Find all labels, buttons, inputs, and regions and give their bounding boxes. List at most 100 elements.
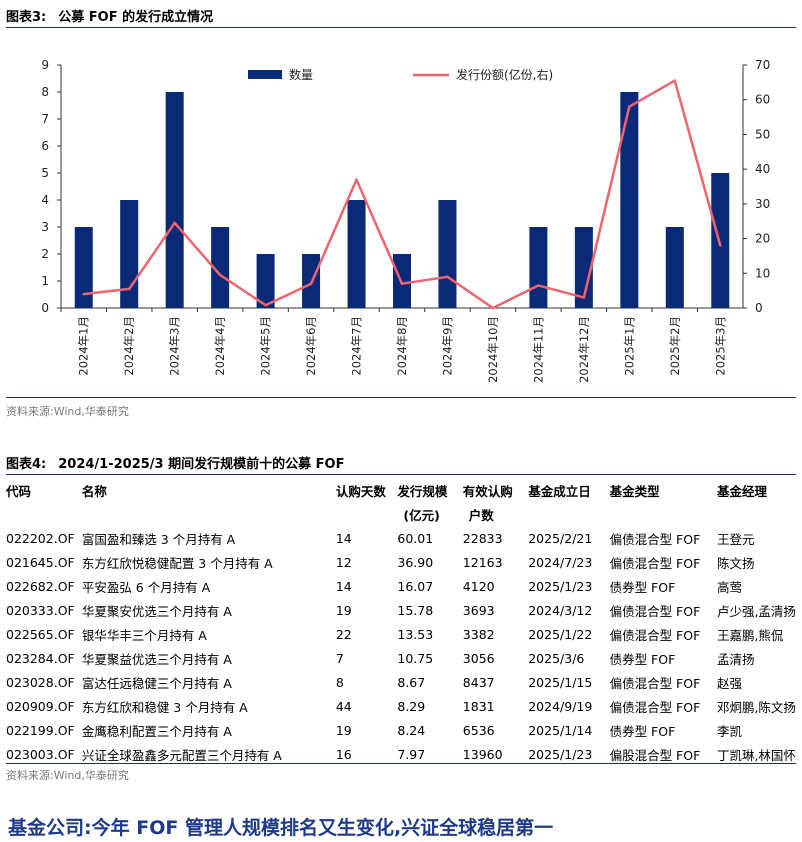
x-tick-label: 2024年9月 <box>440 316 454 376</box>
cell-name: 富国盈和臻选 3 个月持有 A <box>81 531 236 547</box>
line-point <box>355 178 358 181</box>
cell-days: 14 <box>335 578 352 594</box>
right-tick-label: 30 <box>755 197 770 211</box>
cell-code: 020333.OF <box>6 602 75 618</box>
cell-manager: 邓炯鹏,陈文扬 <box>716 699 796 715</box>
cell-days: 22 <box>335 626 352 642</box>
cell-type: 偏股混合型 FOF <box>609 747 701 763</box>
table-row: 022199.OF 金鹰稳利配置三个月持有 A 19 8.24 6536 2025/1/1… <box>6 718 796 742</box>
cell-inception: 2025/1/22 <box>528 626 593 642</box>
col-header-days: 认购天数 <box>335 483 386 499</box>
x-tick-label: 2024年1月 <box>77 316 91 376</box>
cell-type: 债券型 FOF <box>609 651 676 667</box>
bar <box>211 227 230 308</box>
legend-line-label: 发行份额(亿份,右) <box>456 67 553 82</box>
bar <box>574 227 593 308</box>
bar <box>74 227 93 308</box>
cell-subscribers: 22833 <box>462 530 503 546</box>
cell-days: 14 <box>335 530 352 546</box>
cell-manager: 高莺 <box>716 579 742 595</box>
cell-type: 偏债混合型 FOF <box>609 627 701 643</box>
left-tick-label: 9 <box>41 58 49 72</box>
fof-issuance-chart: 0 1 2 3 4 5 6 7 8 9 0 10 20 30 40 50 60 70 2024年1月 2024年2月 2… <box>41 58 770 383</box>
legend-bar-swatch <box>248 70 282 79</box>
cell-type: 债券型 FOF <box>609 579 676 595</box>
cell-size: 60.01 <box>397 530 434 546</box>
cell-type: 偏债混合型 FOF <box>609 675 701 691</box>
cell-manager: 丁凯琳,林国怀 <box>716 747 796 763</box>
left-tick-label: 0 <box>41 301 49 315</box>
cell-type: 偏债混合型 FOF <box>609 603 701 619</box>
table-row: 023284.OF 华夏聚益优选三个月持有 A 7 10.75 3056 2025/3/6… <box>6 646 796 670</box>
figure3-top-rule <box>6 27 796 28</box>
table-row: 022202.OF 富国盈和臻选 3 个月持有 A 14 60.01 22833 2025… <box>6 526 796 550</box>
line-point <box>82 292 85 296</box>
bar <box>347 200 366 308</box>
right-tick-label: 0 <box>755 301 763 315</box>
x-tick-label: 2024年7月 <box>350 316 364 376</box>
section-heading: 基金公司:今年 FOF 管理人规模排名又生变化,兴证全球稳居第一 <box>8 817 554 839</box>
right-tick-label: 70 <box>755 58 770 72</box>
cell-size: 7.97 <box>397 746 426 762</box>
col-header-subscribers: 有效认购 <box>462 483 513 499</box>
cell-type: 偏债混合型 FOF <box>609 531 701 547</box>
cell-manager: 王登元 <box>716 531 755 547</box>
x-tick-label: 2024年10月 <box>486 316 500 383</box>
cell-code: 023284.OF <box>6 650 75 666</box>
figure3-title: 图表3: 公募 FOF 的发行成立情况 <box>6 6 213 25</box>
cell-type: 偏债混合型 FOF <box>609 555 701 571</box>
cell-days: 12 <box>335 554 352 570</box>
cell-subscribers: 13960 <box>462 746 503 762</box>
line-point <box>264 304 267 307</box>
cell-inception: 2025/1/23 <box>528 746 593 762</box>
cell-days: 19 <box>335 602 352 618</box>
left-tick-label: 4 <box>41 193 49 207</box>
line-point <box>628 105 631 108</box>
cell-code: 022199.OF <box>6 722 75 738</box>
cell-size: 8.67 <box>397 674 426 690</box>
bar <box>438 200 457 308</box>
cell-subscribers: 3056 <box>462 650 495 666</box>
cell-subscribers: 3693 <box>462 602 495 618</box>
cell-size: 8.24 <box>397 722 426 738</box>
table-row: 020909.OF 东方红欣和稳健 3 个月持有 A 44 8.29 1831 2024/… <box>6 694 796 718</box>
right-tick-label: 10 <box>755 266 770 280</box>
left-tick-label: 1 <box>41 274 49 288</box>
cell-inception: 2025/2/21 <box>528 530 593 546</box>
cell-days: 7 <box>335 650 344 666</box>
x-tick-label: 2025年1月 <box>622 316 636 376</box>
figure3-label: 图表3: <box>6 10 47 25</box>
right-tick-label: 60 <box>755 93 770 107</box>
col-header-size: 发行规模 <box>397 483 448 499</box>
col-header-manager: 基金经理 <box>716 483 767 499</box>
table-header-row: 代码 名称 认购天数 发行规模 有效认购 基金成立日 基金类型 基金经理 <box>6 478 796 502</box>
bar <box>165 92 184 308</box>
bar <box>620 92 639 308</box>
x-tick-label: 2024年11月 <box>531 316 545 383</box>
bar <box>665 227 684 308</box>
cell-manager: 赵强 <box>716 675 742 691</box>
cell-size: 8.29 <box>397 698 426 714</box>
x-tick-label: 2024年6月 <box>304 316 318 376</box>
line-point <box>173 221 176 225</box>
cell-subscribers: 4120 <box>462 578 495 594</box>
cell-manager: 陈文扬 <box>716 555 755 571</box>
left-tick-label: 2 <box>41 247 49 261</box>
cell-code: 022682.OF <box>6 578 75 594</box>
cell-subscribers: 6536 <box>462 722 495 738</box>
table-row: 021645.OF 东方红欣悦稳健配置 3 个月持有 A 12 36.90 12163 2… <box>6 550 796 574</box>
line-point <box>582 296 586 299</box>
cell-size: 16.07 <box>397 578 434 594</box>
right-tick-label: 20 <box>755 232 770 246</box>
line-point <box>446 275 449 278</box>
cell-manager: 李凯 <box>716 723 742 739</box>
table-row: 022682.OF 平安盈弘 6 个月持有 A 14 16.07 4120 2025/1/… <box>6 574 796 598</box>
cell-code: 022565.OF <box>6 626 75 642</box>
cell-type: 债券型 FOF <box>609 723 676 739</box>
figure3-source: 资料来源:Wind,华泰研究 <box>6 405 129 418</box>
right-tick-label: 40 <box>755 162 770 176</box>
table-row: 023003.OF 兴证全球盈鑫多元配置三个月持有 A 16 7.97 13960 202… <box>6 742 796 766</box>
legend-bar-label: 数量 <box>289 67 313 82</box>
line-point <box>673 79 676 82</box>
table-row: 020333.OF 华夏聚安优选三个月持有 A 19 15.78 3693 2024/3/… <box>6 598 796 622</box>
